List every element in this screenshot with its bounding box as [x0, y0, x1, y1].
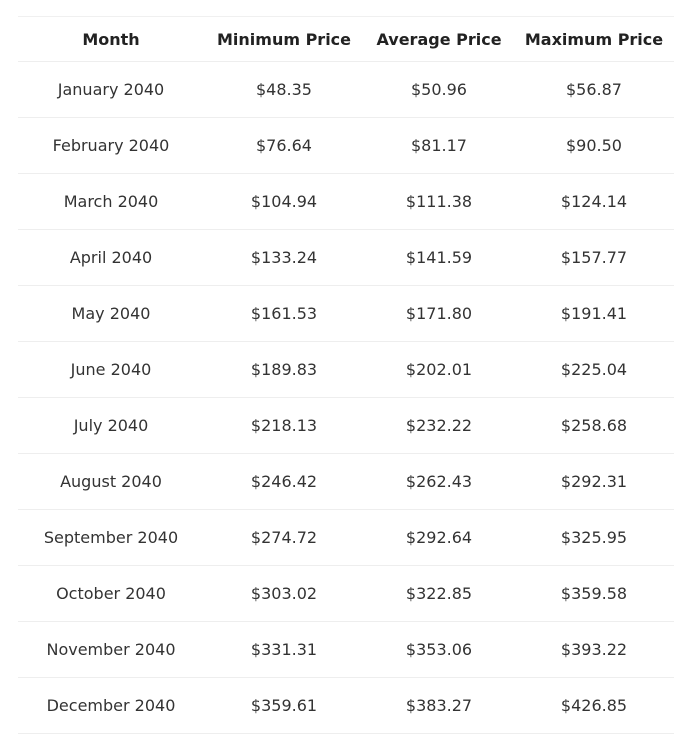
table-cell: September 2040 — [18, 509, 204, 566]
table-row: September 2040 $274.72 $292.64 $325.95 — [18, 509, 674, 566]
column-header: Month — [18, 17, 204, 62]
table-cell: $133.24 — [204, 229, 364, 286]
table-cell: $56.87 — [514, 61, 674, 118]
table-cell: $202.01 — [364, 341, 514, 398]
table-cell: October 2040 — [18, 565, 204, 622]
column-header: Maximum Price — [514, 17, 674, 62]
table-cell: $81.17 — [364, 117, 514, 174]
table-cell: $111.38 — [364, 173, 514, 230]
table-cell: $292.31 — [514, 453, 674, 510]
table-row: February 2040 $76.64 $81.17 $90.50 — [18, 117, 674, 174]
table-cell: $50.96 — [364, 61, 514, 118]
table-cell: $171.80 — [364, 285, 514, 342]
table-cell: $274.72 — [204, 509, 364, 566]
table-cell: $124.14 — [514, 173, 674, 230]
table-cell: $322.85 — [364, 565, 514, 622]
table-cell: $246.42 — [204, 453, 364, 510]
table-cell: April 2040 — [18, 229, 204, 286]
table-row: December 2040 $359.61 $383.27 $426.85 — [18, 677, 674, 734]
table-cell: $359.58 — [514, 565, 674, 622]
table-row: May 2040 $161.53 $171.80 $191.41 — [18, 285, 674, 342]
table-cell: $353.06 — [364, 621, 514, 678]
table-cell: $325.95 — [514, 509, 674, 566]
table-cell: $225.04 — [514, 341, 674, 398]
table-cell: July 2040 — [18, 397, 204, 454]
header-row: Month Minimum Price Average Price Maximum P… — [18, 17, 674, 62]
table-cell: $48.35 — [204, 61, 364, 118]
table-row: July 2040 $218.13 $232.22 $258.68 — [18, 397, 674, 454]
table-cell: $262.43 — [364, 453, 514, 510]
table-cell: May 2040 — [18, 285, 204, 342]
table-row: August 2040 $246.42 $262.43 $292.31 — [18, 453, 674, 510]
table-cell: $292.64 — [364, 509, 514, 566]
table-cell: $76.64 — [204, 117, 364, 174]
column-header: Minimum Price — [204, 17, 364, 62]
table-cell: January 2040 — [18, 61, 204, 118]
table-cell: $189.83 — [204, 341, 364, 398]
table-cell: $90.50 — [514, 117, 674, 174]
table-cell: June 2040 — [18, 341, 204, 398]
table-cell: $393.22 — [514, 621, 674, 678]
table-cell: $383.27 — [364, 677, 514, 734]
table-row: January 2040 $48.35 $50.96 $56.87 — [18, 61, 674, 118]
table-head: Month Minimum Price Average Price Maximum P… — [18, 17, 674, 62]
table-cell: $426.85 — [514, 677, 674, 734]
column-header: Average Price — [364, 17, 514, 62]
table-cell: December 2040 — [18, 677, 204, 734]
table-cell: August 2040 — [18, 453, 204, 510]
table-cell: $258.68 — [514, 397, 674, 454]
table-cell: $161.53 — [204, 285, 364, 342]
table-cell: $232.22 — [364, 397, 514, 454]
table-cell: $191.41 — [514, 285, 674, 342]
table-cell: $104.94 — [204, 173, 364, 230]
table-cell: $157.77 — [514, 229, 674, 286]
price-table: Month Minimum Price Average Price Maximum P… — [18, 17, 674, 734]
table-row: June 2040 $189.83 $202.01 $225.04 — [18, 341, 674, 398]
table-cell: $359.61 — [204, 677, 364, 734]
table-cell: November 2040 — [18, 621, 204, 678]
table-body: January 2040 $48.35 $50.96 $56.87 February 2… — [18, 61, 674, 734]
table-cell: $331.31 — [204, 621, 364, 678]
table-cell: $303.02 — [204, 565, 364, 622]
table-row: November 2040 $331.31 $353.06 $393.22 — [18, 621, 674, 678]
table-cell: $218.13 — [204, 397, 364, 454]
table-container: Month Minimum Price Average Price Maximum P… — [18, 16, 674, 734]
table-cell: $141.59 — [364, 229, 514, 286]
table-cell: March 2040 — [18, 173, 204, 230]
table-row: October 2040 $303.02 $322.85 $359.58 — [18, 565, 674, 622]
table-cell: February 2040 — [18, 117, 204, 174]
table-row: March 2040 $104.94 $111.38 $124.14 — [18, 173, 674, 230]
table-row: April 2040 $133.24 $141.59 $157.77 — [18, 229, 674, 286]
